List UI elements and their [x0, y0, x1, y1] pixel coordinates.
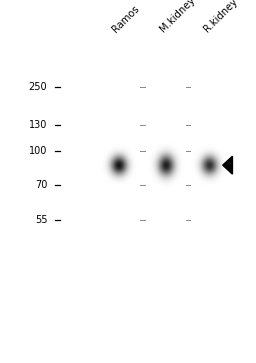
Text: 70: 70 — [35, 180, 47, 190]
Bar — [198, 36, 222, 303]
Text: Ramos: Ramos — [111, 4, 142, 34]
Text: M.kidney: M.kidney — [158, 0, 197, 34]
Text: 130: 130 — [29, 120, 47, 130]
Bar — [107, 36, 131, 303]
Text: 100: 100 — [29, 146, 47, 156]
Text: 250: 250 — [29, 82, 47, 92]
Text: R.kidney: R.kidney — [201, 0, 239, 34]
Polygon shape — [223, 156, 232, 174]
Text: 55: 55 — [35, 215, 47, 225]
Bar — [154, 36, 179, 303]
